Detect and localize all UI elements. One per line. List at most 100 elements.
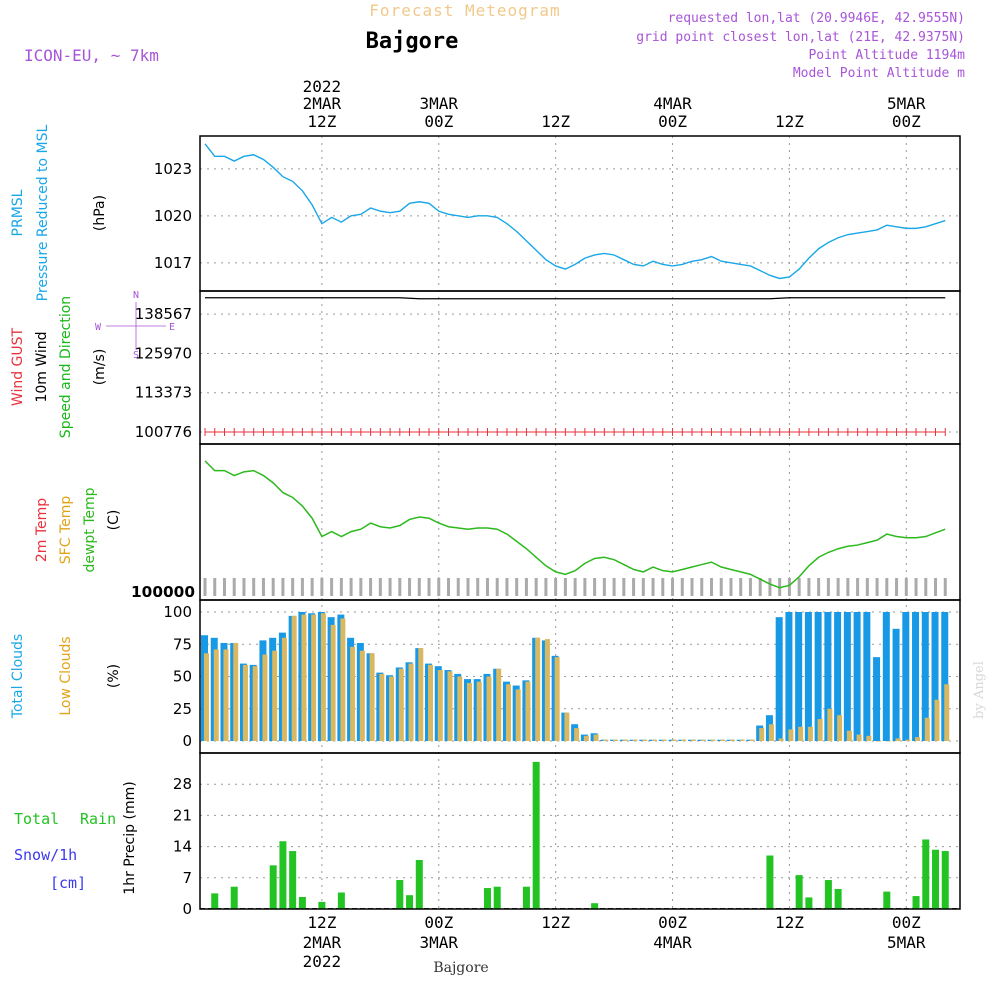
total-cloud-bar [785, 612, 793, 741]
rain-bar [289, 851, 297, 909]
rain-bar [298, 896, 306, 909]
ground-tick [826, 578, 830, 596]
ground-tick [495, 578, 499, 596]
low-cloud-bar [798, 726, 804, 741]
compass-s: S [133, 350, 139, 361]
low-cloud-bar [583, 735, 589, 741]
title-text: Forecast Meteogram [369, 1, 560, 20]
low-cloud-bar [671, 739, 677, 741]
clouds-panel: 0 25 50 75 100 [163, 603, 960, 750]
pressure-tick-1017: 1017 [154, 254, 192, 272]
ground-tick [787, 578, 791, 596]
ground-tick [943, 578, 947, 596]
compass-e: E [169, 322, 175, 333]
low-cloud-bar [593, 734, 599, 741]
ground-tick [817, 578, 821, 596]
cm-legend: [cm] [50, 874, 86, 892]
rain-bar [318, 901, 326, 909]
wind-desc-label: Speed and Direction [58, 296, 74, 438]
snow-legend: Snow/1h [14, 846, 77, 864]
rain-bar [396, 880, 404, 909]
top-hour-label-5: 00Z [892, 112, 921, 131]
low-cloud-bar [720, 739, 726, 741]
total-cloud-bar [902, 612, 910, 741]
ground-tick [242, 578, 246, 596]
ground-tick [583, 578, 587, 596]
wind-panel: 100776 113373 125970 138567 [135, 297, 960, 441]
low-cloud-bar [691, 739, 697, 741]
ground-tick [320, 578, 324, 596]
low-cloud-bar [817, 719, 823, 741]
precip-tick-28: 28 [173, 775, 192, 793]
ground-tick [232, 578, 236, 596]
precip-labels: Total Rain Snow/1h [cm] 1hr Precip (mm) [14, 781, 138, 894]
ground-tick [865, 578, 869, 596]
temperature-panel [203, 460, 947, 596]
clouds-tick-75: 75 [173, 635, 192, 653]
ground-tick [456, 578, 460, 596]
top-date-label-1: 3MAR [420, 94, 459, 113]
total-clouds-label: Total Clouds [10, 634, 26, 719]
precip-tick-14: 14 [173, 838, 192, 856]
ground-tick [515, 578, 519, 596]
ground-tick [427, 578, 431, 596]
total-cloud-bar [873, 657, 881, 741]
low-cloud-bar [320, 613, 326, 741]
low-cloud-bar [603, 739, 609, 741]
ground-tick [369, 578, 373, 596]
ground-tick [729, 578, 733, 596]
low-cloud-bar [544, 639, 550, 741]
low-clouds-label: Low Clouds [58, 636, 74, 715]
wind-tick-100776: 100776 [135, 423, 192, 441]
hpa-unit: (hPa) [92, 195, 108, 231]
ground-tick [924, 578, 928, 596]
rain-bar [269, 865, 277, 909]
low-cloud-bar [457, 676, 463, 741]
low-cloud-bar [233, 642, 239, 741]
low-cloud-bar [389, 676, 395, 741]
compass-n: N [133, 290, 139, 301]
grid-lines [321, 136, 907, 909]
low-cloud-bar [466, 682, 472, 741]
low-cloud-bar [846, 730, 852, 741]
total-cloud-bar [921, 612, 929, 741]
total-cloud-bar [941, 612, 949, 741]
rain-bar [932, 849, 940, 909]
ground-tick [534, 578, 538, 596]
ground-tick [544, 578, 548, 596]
low-cloud-bar [359, 650, 365, 741]
precipitation-panel: 0 7 14 21 28 [173, 761, 960, 918]
ground-tick [651, 578, 655, 596]
ground-tick [758, 578, 762, 596]
requested-coords: requested lon,lat (20.9946E, 42.9555N) [668, 11, 965, 26]
top-hour-label-4: 12Z [775, 112, 804, 131]
pressure-tick-1020: 1020 [154, 207, 192, 225]
low-cloud-bar [632, 739, 638, 741]
ground-tick [485, 578, 489, 596]
ground-tick [408, 578, 412, 596]
total-cloud-bar [795, 612, 803, 741]
ground-tick [690, 578, 694, 596]
low-cloud-bar [778, 738, 784, 741]
bottom-date-label-5: 5MAR [887, 933, 926, 952]
total-cloud-bar [863, 612, 871, 741]
bottom-hour-label-1: 00Z [424, 913, 453, 932]
ground-tick [797, 578, 801, 596]
ground-tick [914, 578, 918, 596]
low-cloud-bar [535, 637, 541, 741]
point-altitude: Point Altitude 1194m [808, 48, 965, 63]
clouds-tick-50: 50 [173, 668, 192, 686]
ground-tick [281, 578, 285, 596]
rain-bar [824, 880, 832, 909]
ground-tick [768, 578, 772, 596]
precip-frame [199, 752, 961, 910]
ground-tick [602, 578, 606, 596]
ground-tick [349, 578, 353, 596]
percent-unit: (%) [106, 664, 122, 688]
ground-tick [388, 578, 392, 596]
low-cloud-bar [613, 739, 619, 741]
footer-location: Bajgore [433, 960, 488, 976]
ground-tick [739, 578, 743, 596]
rain-bar [532, 761, 540, 909]
dewpt-line [204, 460, 946, 589]
